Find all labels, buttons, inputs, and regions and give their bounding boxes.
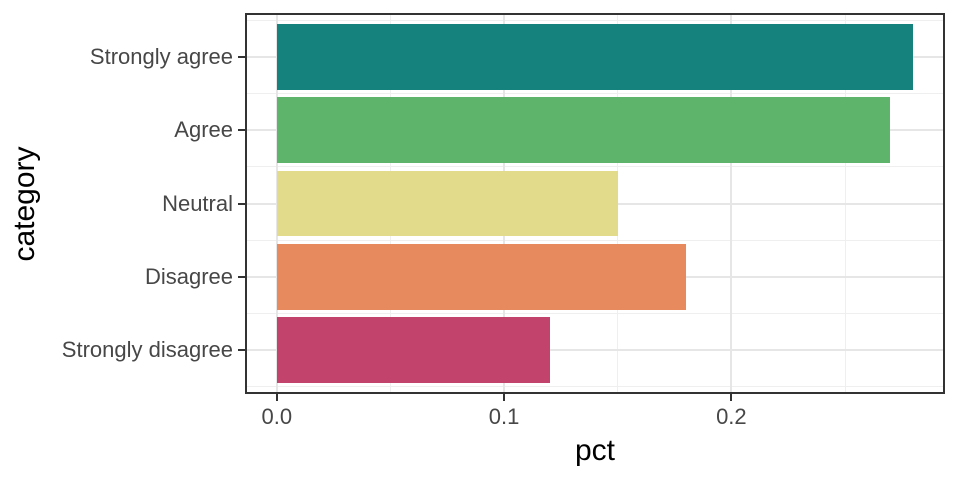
plot-panel bbox=[245, 13, 945, 394]
bar-disagree bbox=[276, 243, 686, 310]
x-tick-label: 0.0 bbox=[261, 404, 293, 429]
bar-neutral bbox=[276, 170, 618, 237]
bar-agree bbox=[276, 97, 891, 164]
x-tick-mark bbox=[275, 394, 278, 401]
x-tick-label: 0.1 bbox=[488, 404, 520, 429]
x-tick-label: 0.2 bbox=[716, 404, 747, 429]
grid-minor-y bbox=[245, 386, 945, 388]
y-tick-mark bbox=[238, 275, 245, 278]
y-tick-label: Strongly disagree bbox=[61, 337, 233, 363]
y-tick-label: Strongly agree bbox=[89, 43, 233, 69]
grid-major-y bbox=[245, 349, 945, 352]
grid-minor-y bbox=[245, 93, 945, 95]
bar-strongly-agree bbox=[276, 23, 914, 90]
grid-minor-y bbox=[245, 166, 945, 168]
y-tick-label: Disagree bbox=[144, 263, 233, 289]
grid-minor-y bbox=[245, 312, 945, 314]
bar-strongly-disagree bbox=[276, 317, 550, 383]
y-tick-mark bbox=[238, 55, 245, 58]
x-axis-title: pct bbox=[574, 434, 616, 467]
grid-minor-y bbox=[245, 239, 945, 241]
y-tick-mark bbox=[238, 349, 245, 352]
y-tick-label: Neutral bbox=[162, 190, 233, 216]
y-tick-label: Agree bbox=[174, 117, 233, 143]
y-tick-mark bbox=[238, 129, 245, 132]
x-tick-mark bbox=[730, 394, 733, 401]
grid-minor-y bbox=[245, 19, 945, 21]
y-tick-mark bbox=[238, 202, 245, 205]
x-tick-mark bbox=[503, 394, 506, 401]
